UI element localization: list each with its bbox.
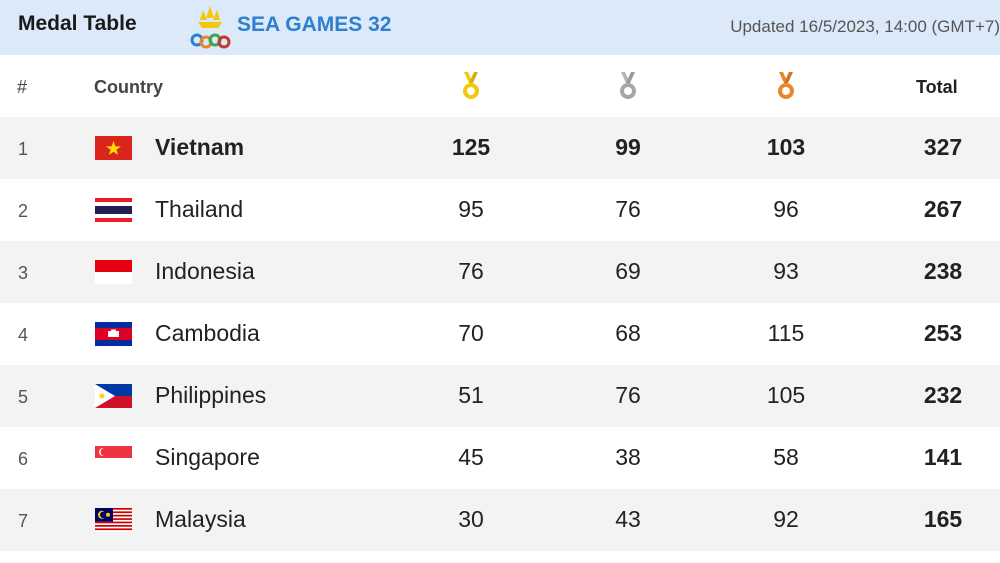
total-column-header: Total <box>916 77 958 97</box>
bronze-count: 93 <box>773 258 799 284</box>
singapore-flag-icon <box>95 446 132 470</box>
updated-timestamp: Updated 16/5/2023, 14:00 (GMT+7) <box>730 17 1000 36</box>
gold-count: 76 <box>458 258 484 284</box>
silver-count: 76 <box>615 382 641 408</box>
gold-count: 51 <box>458 382 484 408</box>
table-row: 5 Philippines 51 76 105 232 <box>0 365 1000 427</box>
table-row: 7 Malaysia 30 43 92 165 <box>0 489 1000 551</box>
sea-games-brand: SEA GAMES 32 <box>237 13 392 36</box>
gold-medal-icon <box>463 72 479 99</box>
silver-count: 68 <box>615 320 641 346</box>
bronze-count: 58 <box>773 444 799 470</box>
gold-count: 70 <box>458 320 484 346</box>
country-column-header: Country <box>94 77 163 97</box>
bronze-count: 96 <box>773 196 799 222</box>
philippines-flag-icon <box>95 384 132 408</box>
table-row: 3 Indonesia 76 69 93 238 <box>0 241 1000 303</box>
silver-medal-icon <box>620 72 636 99</box>
thailand-flag-icon <box>95 198 132 222</box>
total-count: 165 <box>923 506 963 532</box>
total-count: 327 <box>923 134 963 160</box>
table-row: 6 Singapore 45 38 58 141 <box>0 427 1000 489</box>
rank-cell: 2 <box>18 201 29 221</box>
rank-cell: 3 <box>18 263 29 283</box>
sea-games-logo-icon <box>190 6 231 49</box>
rank-column-header: # <box>17 77 28 97</box>
total-count: 141 <box>923 444 963 470</box>
malaysia-flag-icon <box>95 508 132 532</box>
rank-cell: 1 <box>18 139 29 159</box>
rank-cell: 5 <box>18 387 29 407</box>
silver-count: 76 <box>615 196 641 222</box>
table-row: 4 Cambodia 70 68 115 253 <box>0 303 1000 365</box>
rank-cell: 4 <box>18 325 29 345</box>
table-row: 2 Thailand 95 76 96 267 <box>0 179 1000 241</box>
bronze-count: 115 <box>767 320 805 346</box>
silver-count: 99 <box>615 134 641 160</box>
table-column-headers: # Country Total <box>0 55 1000 117</box>
country-name: Singapore <box>155 444 260 470</box>
gold-count: 95 <box>458 196 484 222</box>
rank-cell: 6 <box>18 449 29 469</box>
gold-count: 45 <box>458 444 484 470</box>
country-name: Malaysia <box>155 506 246 532</box>
total-count: 232 <box>923 382 963 408</box>
gold-count: 30 <box>458 506 484 532</box>
medal-table-header: Medal Table SEA GAMES 32 Updated 16/5/20… <box>0 0 1000 55</box>
country-name: Thailand <box>155 196 244 222</box>
total-count: 267 <box>923 196 963 222</box>
cambodia-flag-icon <box>95 322 132 346</box>
total-count: 238 <box>923 258 963 284</box>
silver-count: 38 <box>615 444 641 470</box>
table-row: 1 Vietnam 125 99 103 327 <box>0 117 1000 179</box>
total-count: 253 <box>923 320 963 346</box>
country-name: Indonesia <box>155 258 255 284</box>
page-title: Medal Table <box>18 12 137 35</box>
bronze-count: 92 <box>773 506 799 532</box>
rank-cell: 7 <box>18 511 29 531</box>
bronze-medal-icon <box>778 72 794 99</box>
silver-count: 69 <box>615 258 641 284</box>
vietnam-flag-icon <box>95 136 132 160</box>
bronze-count: 105 <box>766 382 806 408</box>
country-name: Vietnam <box>155 134 245 160</box>
country-name: Cambodia <box>155 320 260 346</box>
gold-count: 125 <box>451 134 491 160</box>
bronze-count: 103 <box>766 134 806 160</box>
silver-count: 43 <box>615 506 641 532</box>
country-name: Philippines <box>155 382 267 408</box>
indonesia-flag-icon <box>95 260 132 284</box>
